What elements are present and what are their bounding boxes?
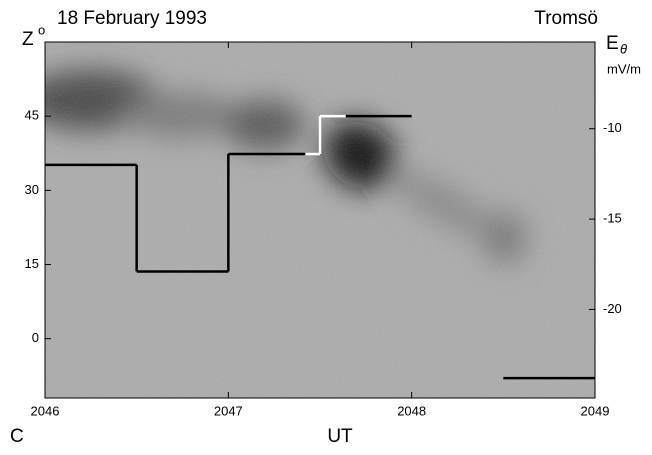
x-tick-label: 2048 — [397, 403, 426, 418]
y2-tick-label: -20 — [603, 301, 622, 316]
y2-tick-label: -10 — [603, 120, 622, 135]
figure: 18 February 1993 Tromsö Z o E θ mV/m UT … — [0, 0, 652, 455]
location: Tromsö — [534, 8, 598, 29]
y-label: Z — [22, 29, 34, 50]
panel-label: C — [10, 426, 24, 447]
y-tick-label: 15 — [25, 256, 39, 271]
x-label: UT — [327, 426, 353, 447]
y-tick-label: 45 — [25, 108, 39, 123]
x-tick-label: 2046 — [31, 403, 60, 418]
x-tick-label: 2049 — [581, 403, 610, 418]
y2-tick-label: -15 — [603, 211, 622, 226]
sky-image — [20, 42, 595, 398]
y2-label: E — [606, 33, 619, 54]
title: 18 February 1993 — [57, 8, 207, 29]
y-tick-label: 0 — [32, 330, 39, 345]
y-tick-label: 30 — [25, 182, 39, 197]
y2-unit: mV/m — [607, 61, 641, 76]
y-label-sup: o — [38, 22, 45, 37]
y2-label-sub: θ — [620, 41, 627, 56]
x-tick-label: 2047 — [214, 403, 243, 418]
